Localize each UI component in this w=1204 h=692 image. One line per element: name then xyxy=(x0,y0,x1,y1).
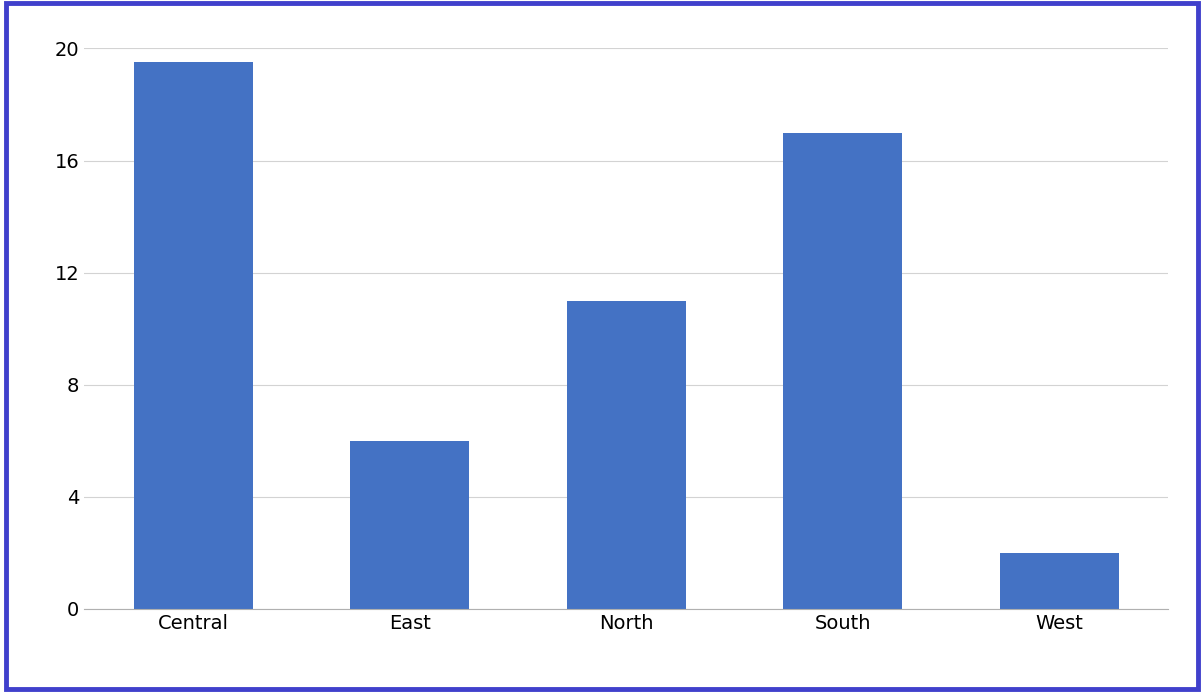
Bar xyxy=(567,300,685,609)
Bar xyxy=(350,441,470,609)
Bar xyxy=(999,553,1119,609)
Bar xyxy=(134,62,253,609)
Bar xyxy=(783,132,902,609)
